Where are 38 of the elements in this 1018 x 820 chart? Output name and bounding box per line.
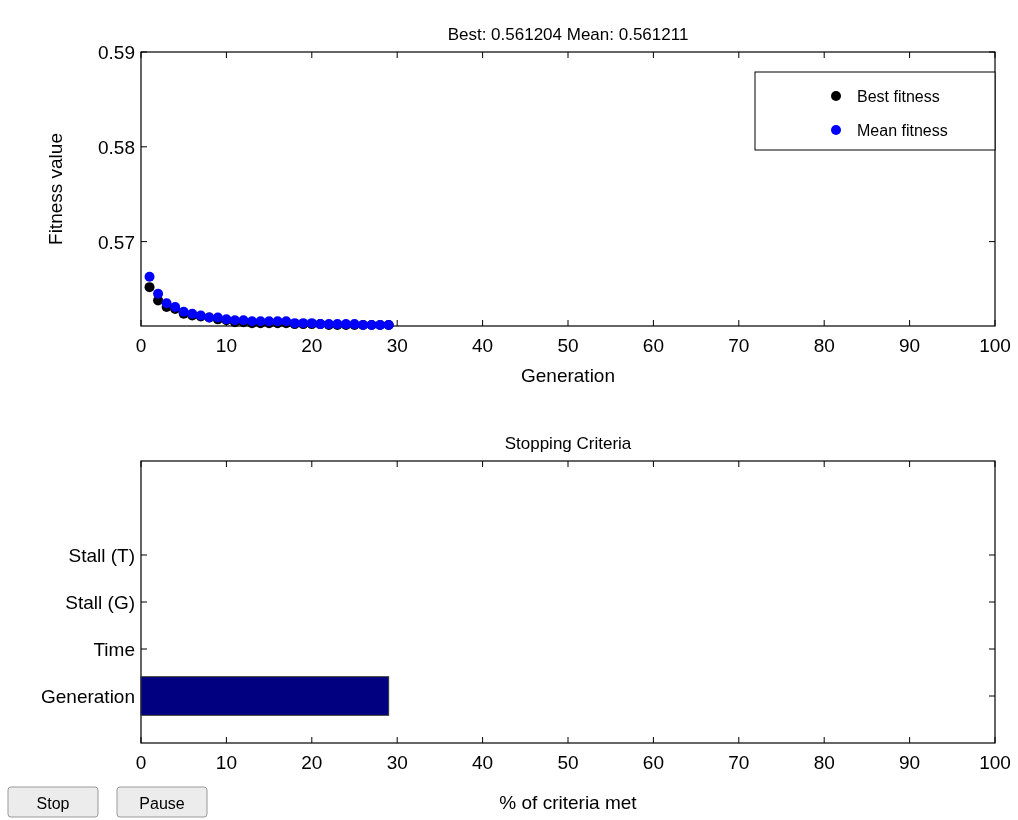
x-tick-label: 30 (386, 335, 408, 356)
chart-title: Best: 0.561204 Mean: 0.561211 (447, 25, 689, 44)
x-tick-label: 90 (899, 752, 921, 773)
y-tick-label: 0.59 (98, 42, 135, 63)
chart-title: Stopping Criteria (504, 434, 632, 453)
x-tick-label: 20 (301, 335, 323, 356)
x-tick-label: 60 (642, 752, 664, 773)
x-axis-title: Generation (520, 365, 616, 386)
x-tick-label: 60 (642, 335, 664, 356)
button: Stop (7, 786, 99, 818)
x-tick-label: 40 (472, 335, 494, 356)
legend-label: Best fitness (857, 88, 940, 105)
x-tick-label: 20 (301, 752, 323, 773)
x-tick-label: 0 (135, 752, 147, 773)
legend-label: Mean fitness (857, 122, 948, 139)
x-tick-label: 70 (728, 335, 750, 356)
y-axis-title: Fitness value (45, 133, 66, 245)
x-tick-label: 80 (813, 335, 835, 356)
x-tick-label: 10 (215, 335, 237, 356)
x-axis-title: % of criteria met (499, 792, 638, 813)
y-tick-label: 0.57 (98, 231, 135, 253)
x-tick-label: 0 (135, 335, 147, 356)
x-tick-label: 40 (472, 752, 494, 773)
x-tick-label: 100 (979, 335, 1011, 356)
x-tick-label: 100 (979, 752, 1011, 773)
x-tick-label: 50 (557, 752, 579, 773)
x-tick-label: 70 (728, 752, 750, 773)
y-tick-label: Generation (40, 686, 135, 707)
y-tick-label: 0.58 (98, 136, 135, 158)
button: Pause (116, 786, 208, 818)
x-tick-label: 30 (386, 752, 408, 773)
x-tick-label: 80 (813, 752, 835, 773)
x-tick-label: 50 (557, 335, 579, 356)
x-tick-label: 10 (215, 752, 237, 773)
y-tick-label: Stall (T) (68, 545, 135, 566)
y-tick-label: Stall (G) (65, 592, 135, 613)
x-tick-label: 90 (899, 335, 921, 356)
y-tick-label: Time (93, 639, 135, 660)
